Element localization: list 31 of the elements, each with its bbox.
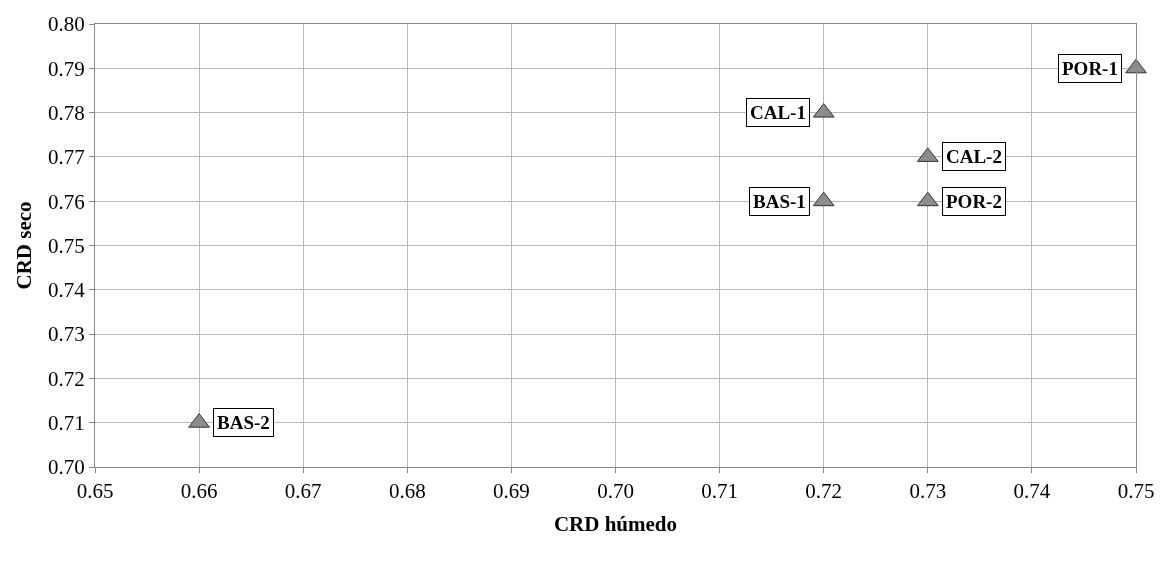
y-axis-title: CRD seco xyxy=(12,201,37,290)
x-tick-label: 0.73 xyxy=(909,479,947,504)
y-tick-label: 0.71 xyxy=(48,411,85,436)
annotation: POR-2 xyxy=(946,191,1002,212)
y-tick-label: 0.74 xyxy=(48,278,86,303)
point xyxy=(1125,58,1147,74)
annotation: CAL-2 xyxy=(946,146,1002,167)
x-tick-label: 0.66 xyxy=(180,479,218,504)
x-tick-label: 0.68 xyxy=(388,479,426,504)
y-tick-label: 0.78 xyxy=(48,100,85,125)
x-tick-label: 0.65 xyxy=(76,479,114,504)
y-tick-label: 0.76 xyxy=(48,189,85,214)
x-axis-title: CRD húmedo xyxy=(553,512,678,537)
annotation: BAS-2 xyxy=(217,412,270,433)
x-tick-label: 0.72 xyxy=(805,479,843,504)
x-tick-label: 0.70 xyxy=(597,479,634,504)
annotation: POR-1 xyxy=(1062,58,1118,79)
y-tick-label: 0.73 xyxy=(48,322,85,347)
y-tick-label: 0.79 xyxy=(48,56,85,81)
y-tick-label: 0.70 xyxy=(48,455,85,480)
y-tick-label: 0.80 xyxy=(48,12,85,37)
annotation: BAS-1 xyxy=(753,191,806,212)
x-tick-label: 0.67 xyxy=(284,479,322,504)
x-tick-label: 0.69 xyxy=(493,479,530,504)
y-tick-label: 0.72 xyxy=(48,366,85,391)
y-tick-label: 0.75 xyxy=(48,233,85,258)
annotation: CAL-1 xyxy=(750,102,806,123)
x-tick-label: 0.71 xyxy=(701,479,738,504)
x-tick-label: 0.75 xyxy=(1117,479,1155,504)
x-tick-label: 0.74 xyxy=(1013,479,1051,504)
y-tick-label: 0.77 xyxy=(48,145,85,170)
